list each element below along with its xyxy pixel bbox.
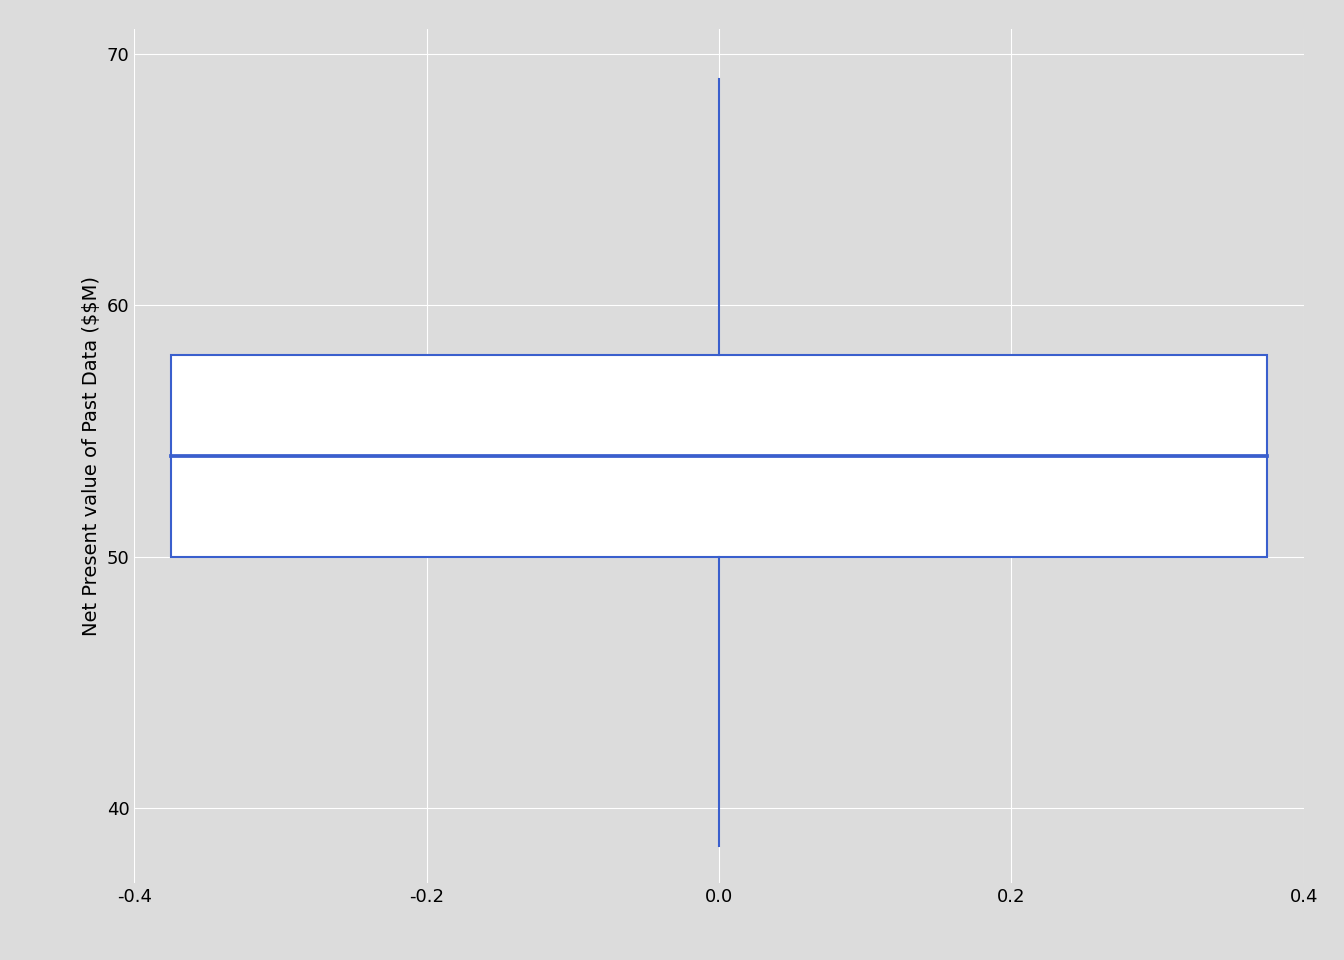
- Bar: [171, 355, 1267, 557]
- Y-axis label: Net Present value of Past Data (\$\$M): Net Present value of Past Data (\$\$M): [82, 276, 101, 636]
